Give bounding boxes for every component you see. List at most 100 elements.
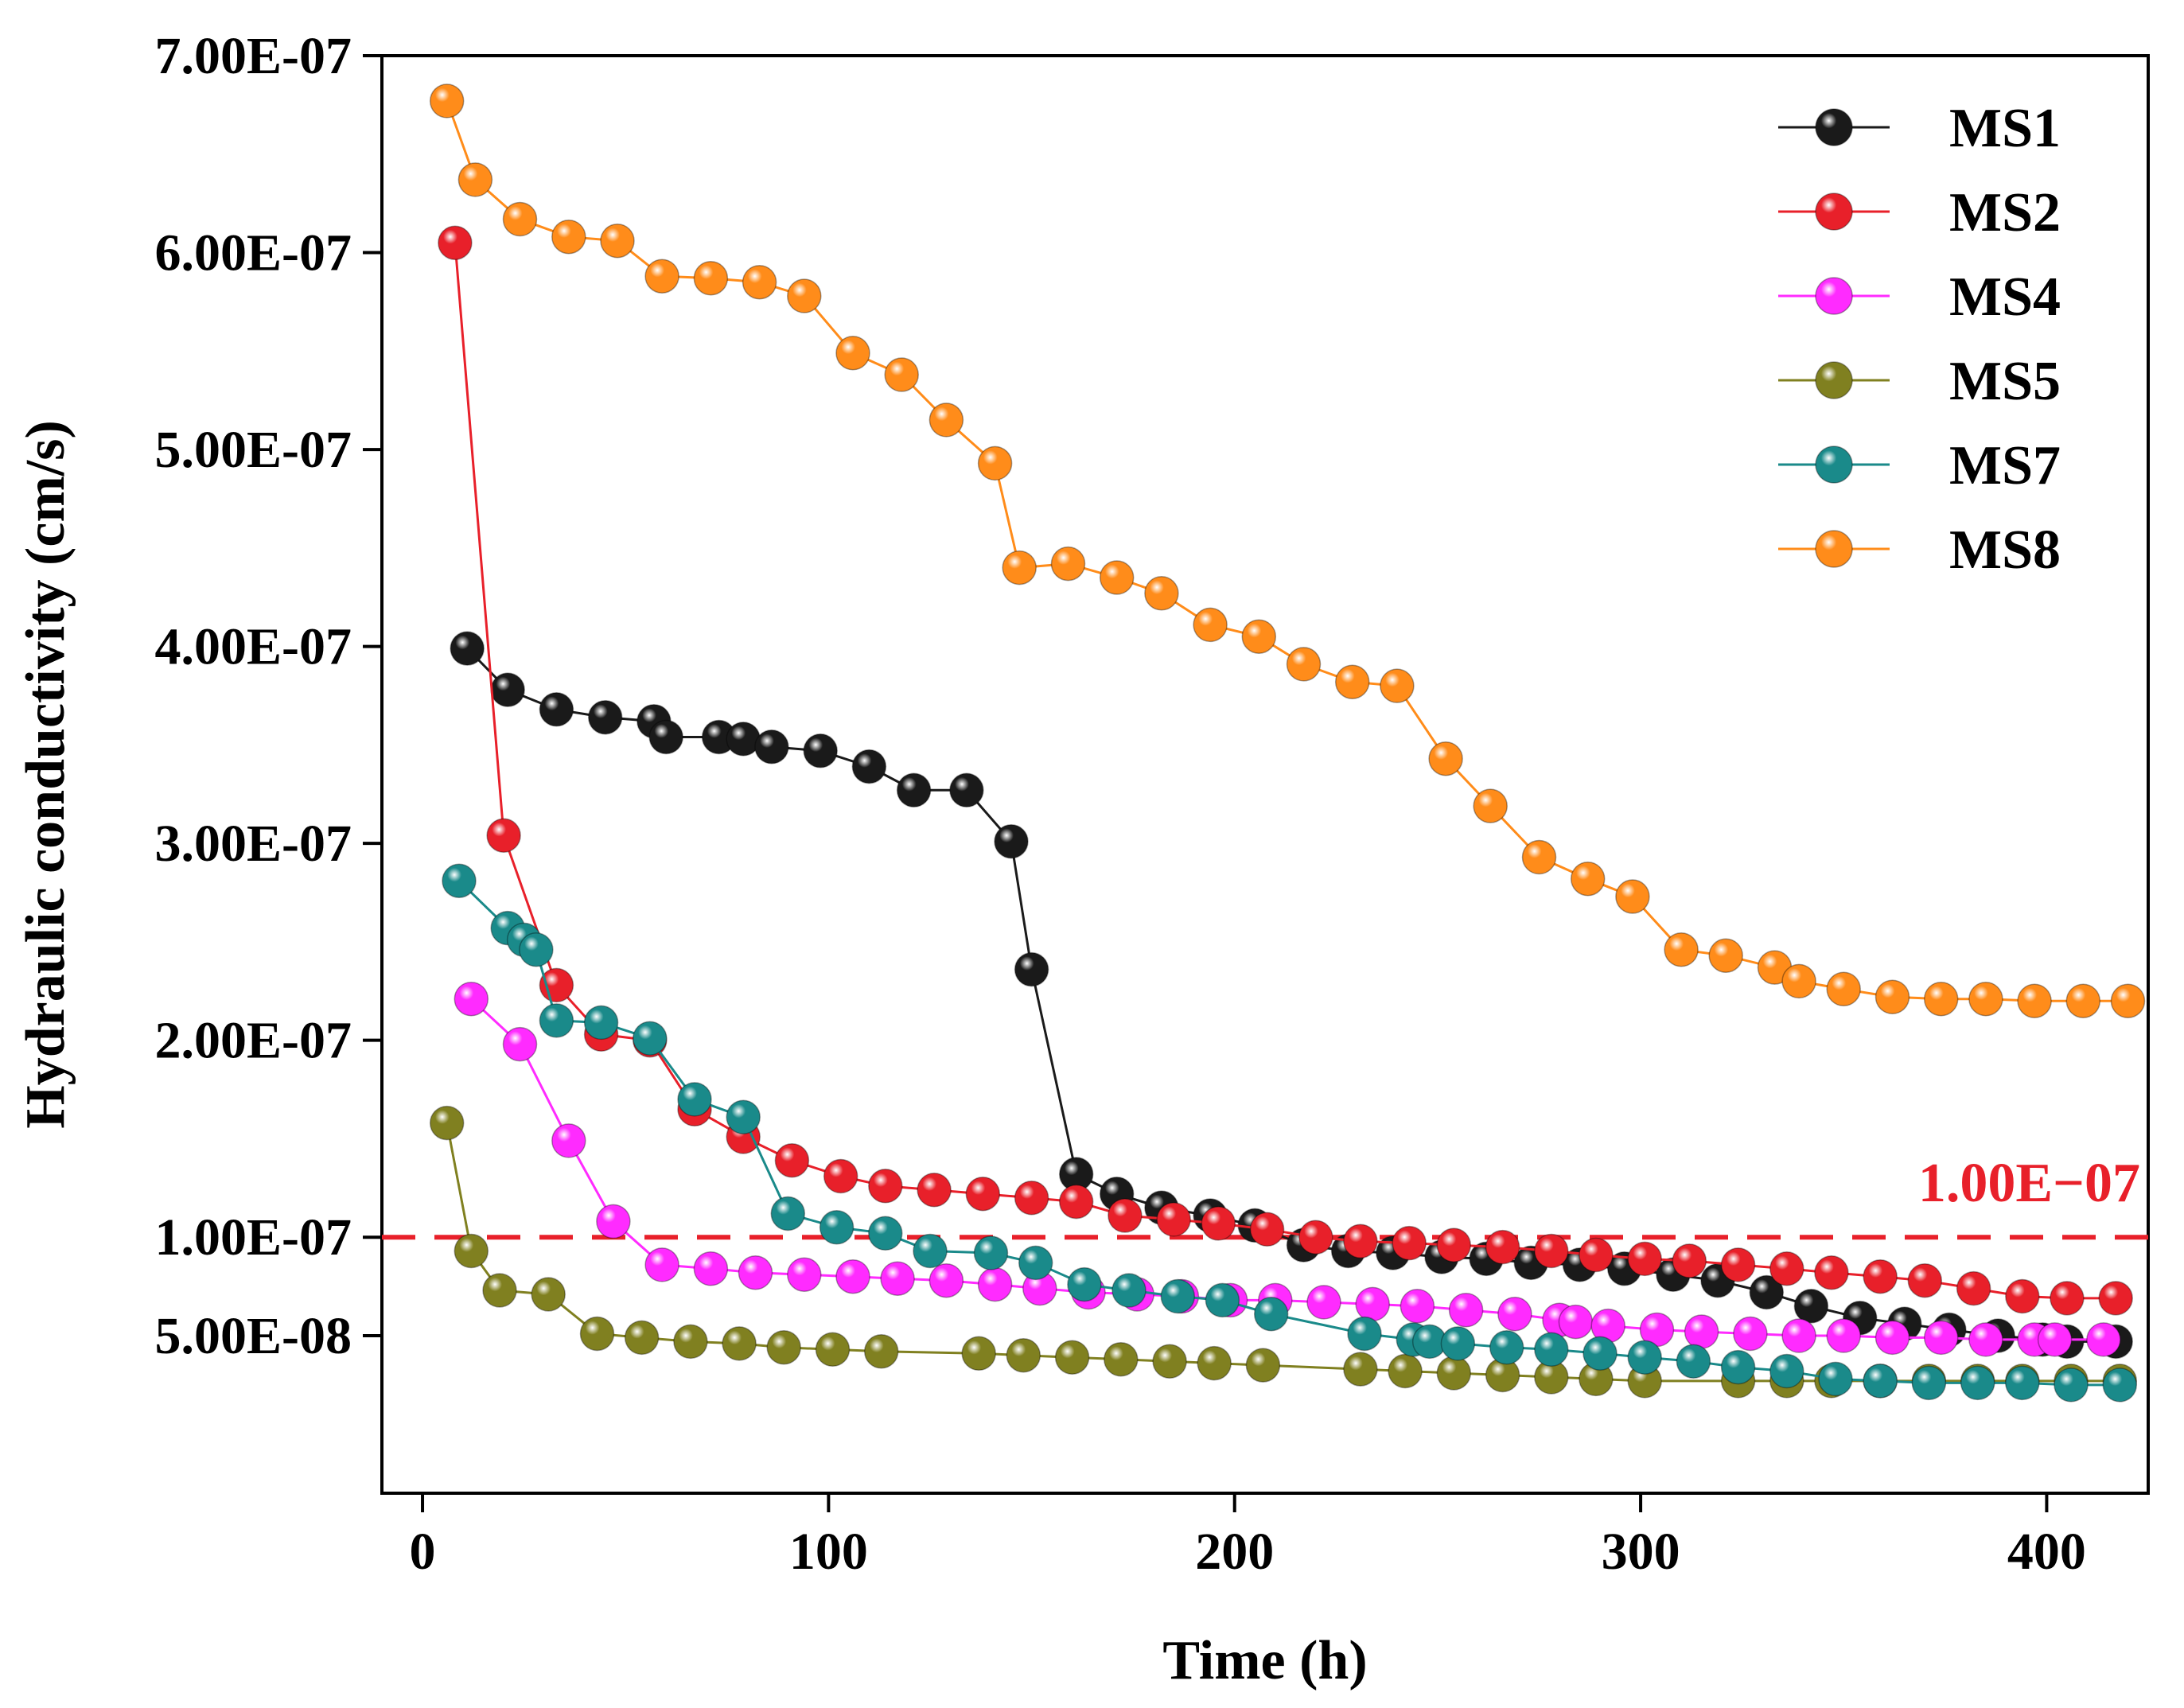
data-point-ms5: [1104, 1341, 1139, 1377]
data-point-ms7: [1676, 1344, 1711, 1379]
data-point-ms8: [644, 259, 679, 294]
data-point-ms4: [454, 981, 489, 1017]
data-point-ms4: [502, 1026, 538, 1062]
y-tick-label: 7.00E-07: [155, 27, 352, 85]
data-point-ms8: [884, 357, 919, 392]
data-point-ms8: [1334, 664, 1370, 699]
data-point-ms7: [1160, 1278, 1196, 1314]
y-tick-label: 3.00E-07: [155, 815, 352, 873]
legend-item-ms4: MS4: [1778, 267, 2061, 328]
data-point-ms7: [1440, 1326, 1476, 1361]
series-ms8: [429, 84, 2146, 1018]
y-tick-label: 2.00E-07: [155, 1012, 352, 1070]
data-point-ms5: [1152, 1344, 1187, 1379]
data-point-ms4: [787, 1257, 822, 1292]
data-point-ms8: [2017, 983, 2052, 1018]
data-point-ms7: [519, 932, 554, 967]
data-point-ms7: [539, 1003, 574, 1038]
data-point-ms8: [1708, 938, 1743, 973]
data-point-ms8: [1144, 576, 1179, 611]
data-point-ms7: [1583, 1336, 1618, 1371]
data-point-ms7: [913, 1233, 948, 1269]
data-point-ms4: [644, 1247, 679, 1282]
legend-swatch-marker: [1815, 530, 1853, 568]
data-point-ms8: [928, 403, 964, 438]
data-point-ms5: [815, 1332, 851, 1368]
data-point-ms8: [600, 223, 635, 259]
data-point-ms7: [1720, 1349, 1756, 1385]
x-tick-label: 0: [410, 1523, 436, 1581]
data-point-ms5: [1006, 1337, 1041, 1373]
data-point-ms2: [965, 1176, 1001, 1212]
data-point-ms2: [486, 818, 521, 853]
data-point-ms7: [1253, 1296, 1289, 1332]
data-point-ms4: [551, 1123, 586, 1158]
data-point-ms2: [2005, 1278, 2040, 1314]
legend-swatch-marker: [1815, 108, 1853, 146]
data-point-ms4: [1826, 1318, 1861, 1353]
series-ms2: [438, 225, 2133, 1316]
legend-label: MS5: [1949, 351, 2061, 412]
x-tick-label: 400: [2007, 1523, 2086, 1581]
data-point-ms5: [1245, 1348, 1281, 1383]
data-point-ms8: [1002, 550, 1037, 586]
legend-label: MS1: [1949, 98, 2061, 159]
reference-line-label: 1.00E−07: [1918, 1153, 2140, 1214]
data-point-ms1: [539, 692, 574, 727]
data-point-ms1: [490, 672, 525, 707]
data-point-ms4: [1968, 1322, 2003, 1357]
data-point-ms5: [482, 1273, 517, 1308]
legend-item-ms7: MS7: [1778, 435, 2061, 496]
data-point-ms8: [1664, 932, 1699, 967]
data-point-ms2: [1814, 1255, 1849, 1290]
data-point-ms1: [450, 631, 485, 666]
data-point-ms1: [896, 772, 932, 808]
data-point-ms7: [819, 1210, 855, 1245]
data-point-ms7: [1347, 1316, 1382, 1352]
data-point-ms4: [596, 1204, 631, 1239]
data-point-ms7: [1018, 1245, 1053, 1281]
data-point-ms8: [977, 445, 1013, 481]
data-point-ms7: [1111, 1273, 1147, 1308]
data-point-ms8: [1826, 971, 1861, 1007]
data-point-ms1: [587, 699, 623, 735]
data-point-ms2: [1720, 1247, 1756, 1282]
data-point-ms5: [429, 1105, 465, 1141]
legend-swatch-marker: [1815, 445, 1853, 484]
data-point-ms7: [1863, 1364, 1898, 1399]
data-point-ms1: [994, 823, 1029, 859]
data-point-ms1: [949, 772, 984, 808]
data-point-ms8: [1473, 788, 1508, 823]
data-point-ms8: [1099, 560, 1135, 595]
legend-item-ms2: MS2: [1778, 182, 2061, 243]
data-point-ms5: [579, 1316, 615, 1352]
data-point-ms4: [1448, 1293, 1484, 1328]
data-point-ms1: [648, 719, 683, 755]
data-point-ms4: [2086, 1322, 2121, 1357]
data-point-ms8: [1428, 741, 1463, 776]
data-point-ms2: [1672, 1243, 1707, 1278]
data-point-ms4: [1781, 1318, 1816, 1353]
data-point-ms8: [787, 278, 822, 313]
data-point-ms8: [1193, 607, 1228, 643]
data-point-ms2: [1769, 1251, 1804, 1286]
series-ms5: [429, 1105, 2138, 1399]
data-point-ms8: [1241, 619, 1277, 654]
data-point-ms7: [2054, 1368, 2089, 1403]
data-point-ms5: [1197, 1345, 1232, 1381]
series-line-ms8: [446, 100, 2128, 1002]
data-point-ms4: [2037, 1322, 2073, 1357]
data-point-ms2: [1058, 1184, 1094, 1220]
data-point-ms8: [457, 162, 493, 197]
data-point-ms2: [1956, 1270, 1991, 1306]
data-point-ms7: [770, 1196, 806, 1231]
data-point-ms4: [1733, 1316, 1768, 1352]
data-point-ms2: [1201, 1206, 1236, 1241]
plot-frame: [380, 54, 2150, 1495]
series-ms7: [442, 863, 2138, 1403]
y-tick-label: 5.00E-08: [155, 1307, 352, 1365]
data-point-ms5: [454, 1233, 489, 1269]
legend-swatch-marker: [1815, 361, 1853, 399]
data-point-ms2: [1436, 1228, 1472, 1263]
